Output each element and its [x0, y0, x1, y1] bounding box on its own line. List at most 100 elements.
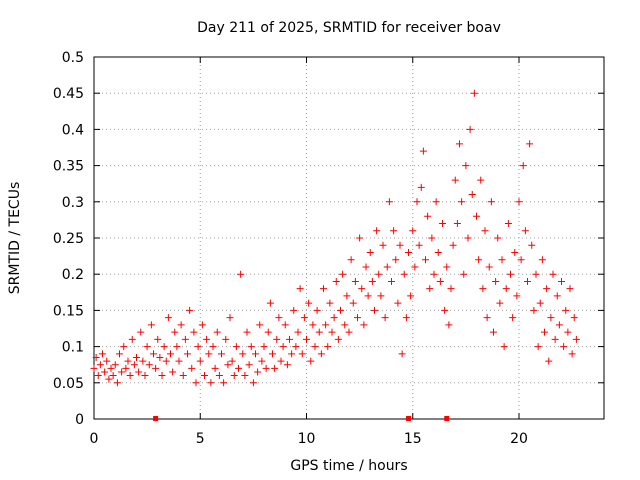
data-point — [273, 335, 281, 343]
data-point — [124, 357, 132, 365]
data-point — [507, 270, 514, 278]
data-point — [247, 343, 255, 351]
data-point — [328, 328, 336, 336]
data-point — [441, 306, 449, 314]
data-point — [551, 335, 559, 343]
data-point — [317, 350, 325, 358]
data-point — [343, 292, 351, 300]
zero-value-marker — [406, 416, 411, 421]
data-point — [122, 364, 130, 372]
data-point — [334, 335, 342, 343]
zero-value-marker — [444, 416, 450, 421]
data-point — [286, 335, 293, 343]
data-point — [198, 321, 206, 329]
data-point — [94, 372, 102, 380]
data-point — [230, 372, 238, 380]
data-point — [394, 299, 402, 307]
data-point — [492, 277, 500, 285]
data-point — [509, 314, 517, 322]
x-axis: 0 5 10 15 20 — [90, 57, 528, 447]
data-point — [375, 270, 383, 278]
data-point — [385, 198, 393, 206]
x-tick-label: 0 — [90, 431, 99, 447]
data-point — [349, 299, 357, 307]
data-point — [383, 263, 391, 271]
data-point — [126, 372, 134, 380]
data-point — [368, 277, 376, 285]
data-point — [356, 234, 364, 242]
data-point — [519, 162, 527, 170]
data-point — [504, 220, 512, 228]
data-point — [468, 191, 476, 199]
data-point — [411, 263, 419, 271]
data-point — [288, 350, 296, 358]
data-point — [553, 292, 561, 300]
data-point — [205, 350, 213, 358]
data-point — [549, 270, 557, 278]
data-point — [111, 361, 119, 369]
data-point — [432, 198, 440, 206]
data-point — [528, 241, 536, 249]
data-point — [424, 212, 432, 220]
data-point — [524, 277, 531, 285]
data-point — [196, 357, 204, 365]
data-point — [547, 314, 555, 322]
x-axis-label: GPS time / hours — [290, 458, 407, 474]
data-point — [545, 357, 553, 365]
data-point — [300, 314, 308, 322]
data-point — [103, 357, 111, 365]
data-point — [107, 364, 115, 372]
data-point — [362, 263, 370, 271]
data-point — [241, 372, 249, 380]
data-point — [245, 361, 253, 369]
data-point — [462, 162, 470, 170]
data-point — [311, 343, 319, 351]
data-point — [175, 357, 183, 365]
data-point — [428, 234, 436, 242]
data-point — [292, 343, 300, 351]
data-point — [398, 350, 406, 358]
data-point — [190, 328, 198, 336]
y-tick-label: 0 — [75, 412, 84, 428]
data-point — [366, 248, 374, 256]
zero-value-marker — [153, 416, 159, 421]
data-point — [494, 234, 502, 242]
data-point — [460, 270, 468, 278]
data-point — [496, 299, 504, 307]
data-point — [360, 321, 368, 329]
y-tick-label: 0.3 — [62, 195, 84, 211]
y-tick-label: 0.2 — [62, 267, 84, 283]
data-point — [330, 314, 338, 322]
data-point — [320, 285, 327, 293]
x-tick-label: 15 — [404, 431, 422, 447]
data-point — [341, 321, 349, 329]
data-point — [201, 372, 208, 380]
data-point — [218, 350, 225, 358]
data-point — [186, 306, 194, 314]
data-point — [152, 364, 160, 372]
data-point — [477, 176, 485, 184]
data-point — [419, 147, 427, 155]
data-point — [169, 368, 177, 376]
data-point — [133, 353, 140, 361]
data-point — [130, 361, 138, 369]
data-point — [211, 364, 219, 372]
data-point — [347, 256, 355, 264]
y-axis-label: SRMTID / TECUs — [7, 182, 23, 295]
data-point — [568, 350, 576, 358]
grid-lines — [94, 57, 604, 419]
data-point — [500, 343, 508, 351]
data-point — [373, 227, 381, 235]
data-point — [137, 328, 145, 336]
data-point — [400, 270, 408, 278]
data-point — [135, 368, 143, 376]
data-point — [171, 328, 179, 336]
data-point — [139, 357, 147, 365]
data-point — [466, 125, 474, 133]
data-point — [526, 140, 534, 148]
data-point — [390, 227, 398, 235]
data-point — [181, 335, 189, 343]
data-point — [120, 343, 128, 351]
data-point — [167, 350, 174, 358]
y-axis: 0 0.05 0.1 0.15 0.2 0.25 0.3 0.35 0.4 0.45 0.5 — [53, 50, 604, 428]
